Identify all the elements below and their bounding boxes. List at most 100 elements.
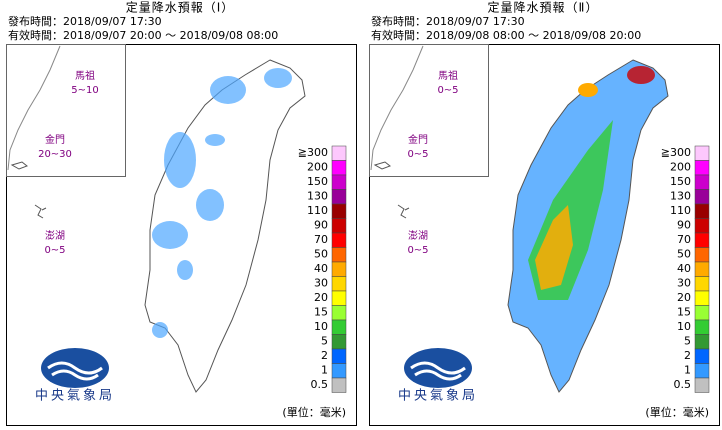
- logo-text: 中央氣象局: [398, 389, 478, 404]
- legend-swatch: [331, 247, 347, 263]
- panel: 定量降水預報（Ⅱ）發布時間：2018/09/07 17:30有效時間：2018/…: [369, 0, 720, 426]
- rain-orange: [578, 83, 598, 97]
- valid-time: 有效時間：2018/09/08 08:00 ～ 2018/09/08 20:00: [371, 28, 641, 42]
- legend-label: 70: [677, 233, 691, 246]
- island-range: 20~30: [38, 149, 72, 160]
- island-name: 金門: [45, 133, 65, 146]
- legend-swatch: [694, 160, 710, 176]
- island-range: 0~5: [407, 245, 428, 256]
- kinmen: [10, 161, 28, 170]
- rain-area: [264, 68, 292, 88]
- legend-label: 130: [307, 190, 328, 203]
- valid-time: 有效時間：2018/09/07 20:00 ～ 2018/09/08 08:00: [8, 28, 278, 42]
- legend-swatch: [331, 334, 347, 350]
- rain-orange: [535, 205, 573, 290]
- legend-label: 0.5: [311, 378, 329, 391]
- island-range: 0~5: [44, 245, 65, 256]
- legend-label: 110: [307, 204, 328, 217]
- rain-area: [164, 132, 196, 188]
- legend-swatch: [694, 377, 710, 393]
- china-coast: [370, 45, 424, 171]
- legend-swatch: [331, 276, 347, 292]
- china-coast: [7, 45, 61, 171]
- unit-label: (單位：毫米): [282, 405, 346, 419]
- panel: 定量降水預報（Ⅰ）發布時間：2018/09/07 17:30有效時間：2018/…: [6, 0, 357, 426]
- legend-label: 70: [314, 233, 328, 246]
- island-range: 5~10: [71, 85, 98, 96]
- legend-swatch: [694, 189, 710, 205]
- unit-label: (單位：毫米): [645, 405, 709, 419]
- legend-label: 200: [307, 161, 328, 174]
- island-name: 馬祖: [75, 69, 95, 82]
- legend-label: 2: [684, 349, 691, 362]
- legend-swatch: [694, 203, 710, 219]
- legend-swatch: [694, 363, 710, 379]
- legend-label: 5: [321, 335, 328, 348]
- legend-label: 1: [684, 364, 691, 377]
- legend-label: 15: [314, 306, 328, 319]
- legend-label: ≧300: [661, 146, 691, 159]
- legend-swatch: [331, 145, 347, 161]
- legend-swatch: [331, 363, 347, 379]
- legend-label: 15: [677, 306, 691, 319]
- legend-swatch: [331, 232, 347, 248]
- logo-waves: [410, 361, 466, 381]
- legend-label: 30: [677, 277, 691, 290]
- legend-label: 5: [684, 335, 691, 348]
- panel-title: 定量降水預報（Ⅱ）: [488, 0, 599, 15]
- legend-swatch: [694, 290, 710, 306]
- legend-label: 90: [677, 219, 691, 232]
- legend-swatch: [331, 174, 347, 190]
- legend-label: 30: [314, 277, 328, 290]
- legend-swatch: [694, 261, 710, 277]
- panel-title: 定量降水預報（Ⅰ）: [126, 0, 235, 15]
- kinmen: [373, 161, 391, 170]
- legend-label: 2: [321, 349, 328, 362]
- legend-swatch: [694, 247, 710, 263]
- legend-label: 50: [314, 248, 328, 261]
- legend-swatch: [331, 261, 347, 277]
- rain-red: [627, 66, 655, 84]
- issued-time: 發布時間：2018/09/07 17:30: [8, 14, 162, 28]
- legend-swatch: [331, 319, 347, 335]
- logo-waves: [47, 361, 103, 381]
- island-name: 澎湖: [408, 230, 428, 242]
- island-name: 金門: [408, 133, 428, 146]
- legend-label: 10: [677, 320, 691, 333]
- inset-frame: [369, 44, 489, 177]
- rain-area: [152, 221, 188, 249]
- island-name: 馬祖: [438, 69, 458, 82]
- legend-label: 0.5: [674, 378, 692, 391]
- penghu: [34, 204, 47, 219]
- island-range: 0~5: [407, 149, 428, 160]
- legend-label: 10: [314, 320, 328, 333]
- rain-area: [177, 260, 193, 280]
- legend-label: 40: [677, 262, 691, 275]
- legend-swatch: [694, 276, 710, 292]
- legend-swatch: [694, 348, 710, 364]
- legend-label: 20: [677, 291, 691, 304]
- legend-swatch: [694, 218, 710, 234]
- legend-label: 40: [314, 262, 328, 275]
- legend-swatch: [694, 319, 710, 335]
- inset-frame: [6, 44, 126, 177]
- logo-text: 中央氣象局: [35, 389, 115, 404]
- legend-swatch: [694, 145, 710, 161]
- penghu: [397, 204, 410, 219]
- legend-swatch: [331, 377, 347, 393]
- legend-swatch: [331, 218, 347, 234]
- rain-area: [152, 322, 168, 338]
- legend-label: 90: [314, 219, 328, 232]
- legend-label: 110: [670, 204, 691, 217]
- legend-swatch: [694, 334, 710, 350]
- rain-area: [210, 76, 246, 104]
- legend-swatch: [331, 189, 347, 205]
- issued-time: 發布時間：2018/09/07 17:30: [371, 14, 525, 28]
- legend-label: 200: [670, 161, 691, 174]
- legend-swatch: [331, 203, 347, 219]
- legend-label: 130: [670, 190, 691, 203]
- island-name: 澎湖: [45, 230, 65, 242]
- rain-area: [196, 189, 224, 221]
- legend-swatch: [694, 305, 710, 321]
